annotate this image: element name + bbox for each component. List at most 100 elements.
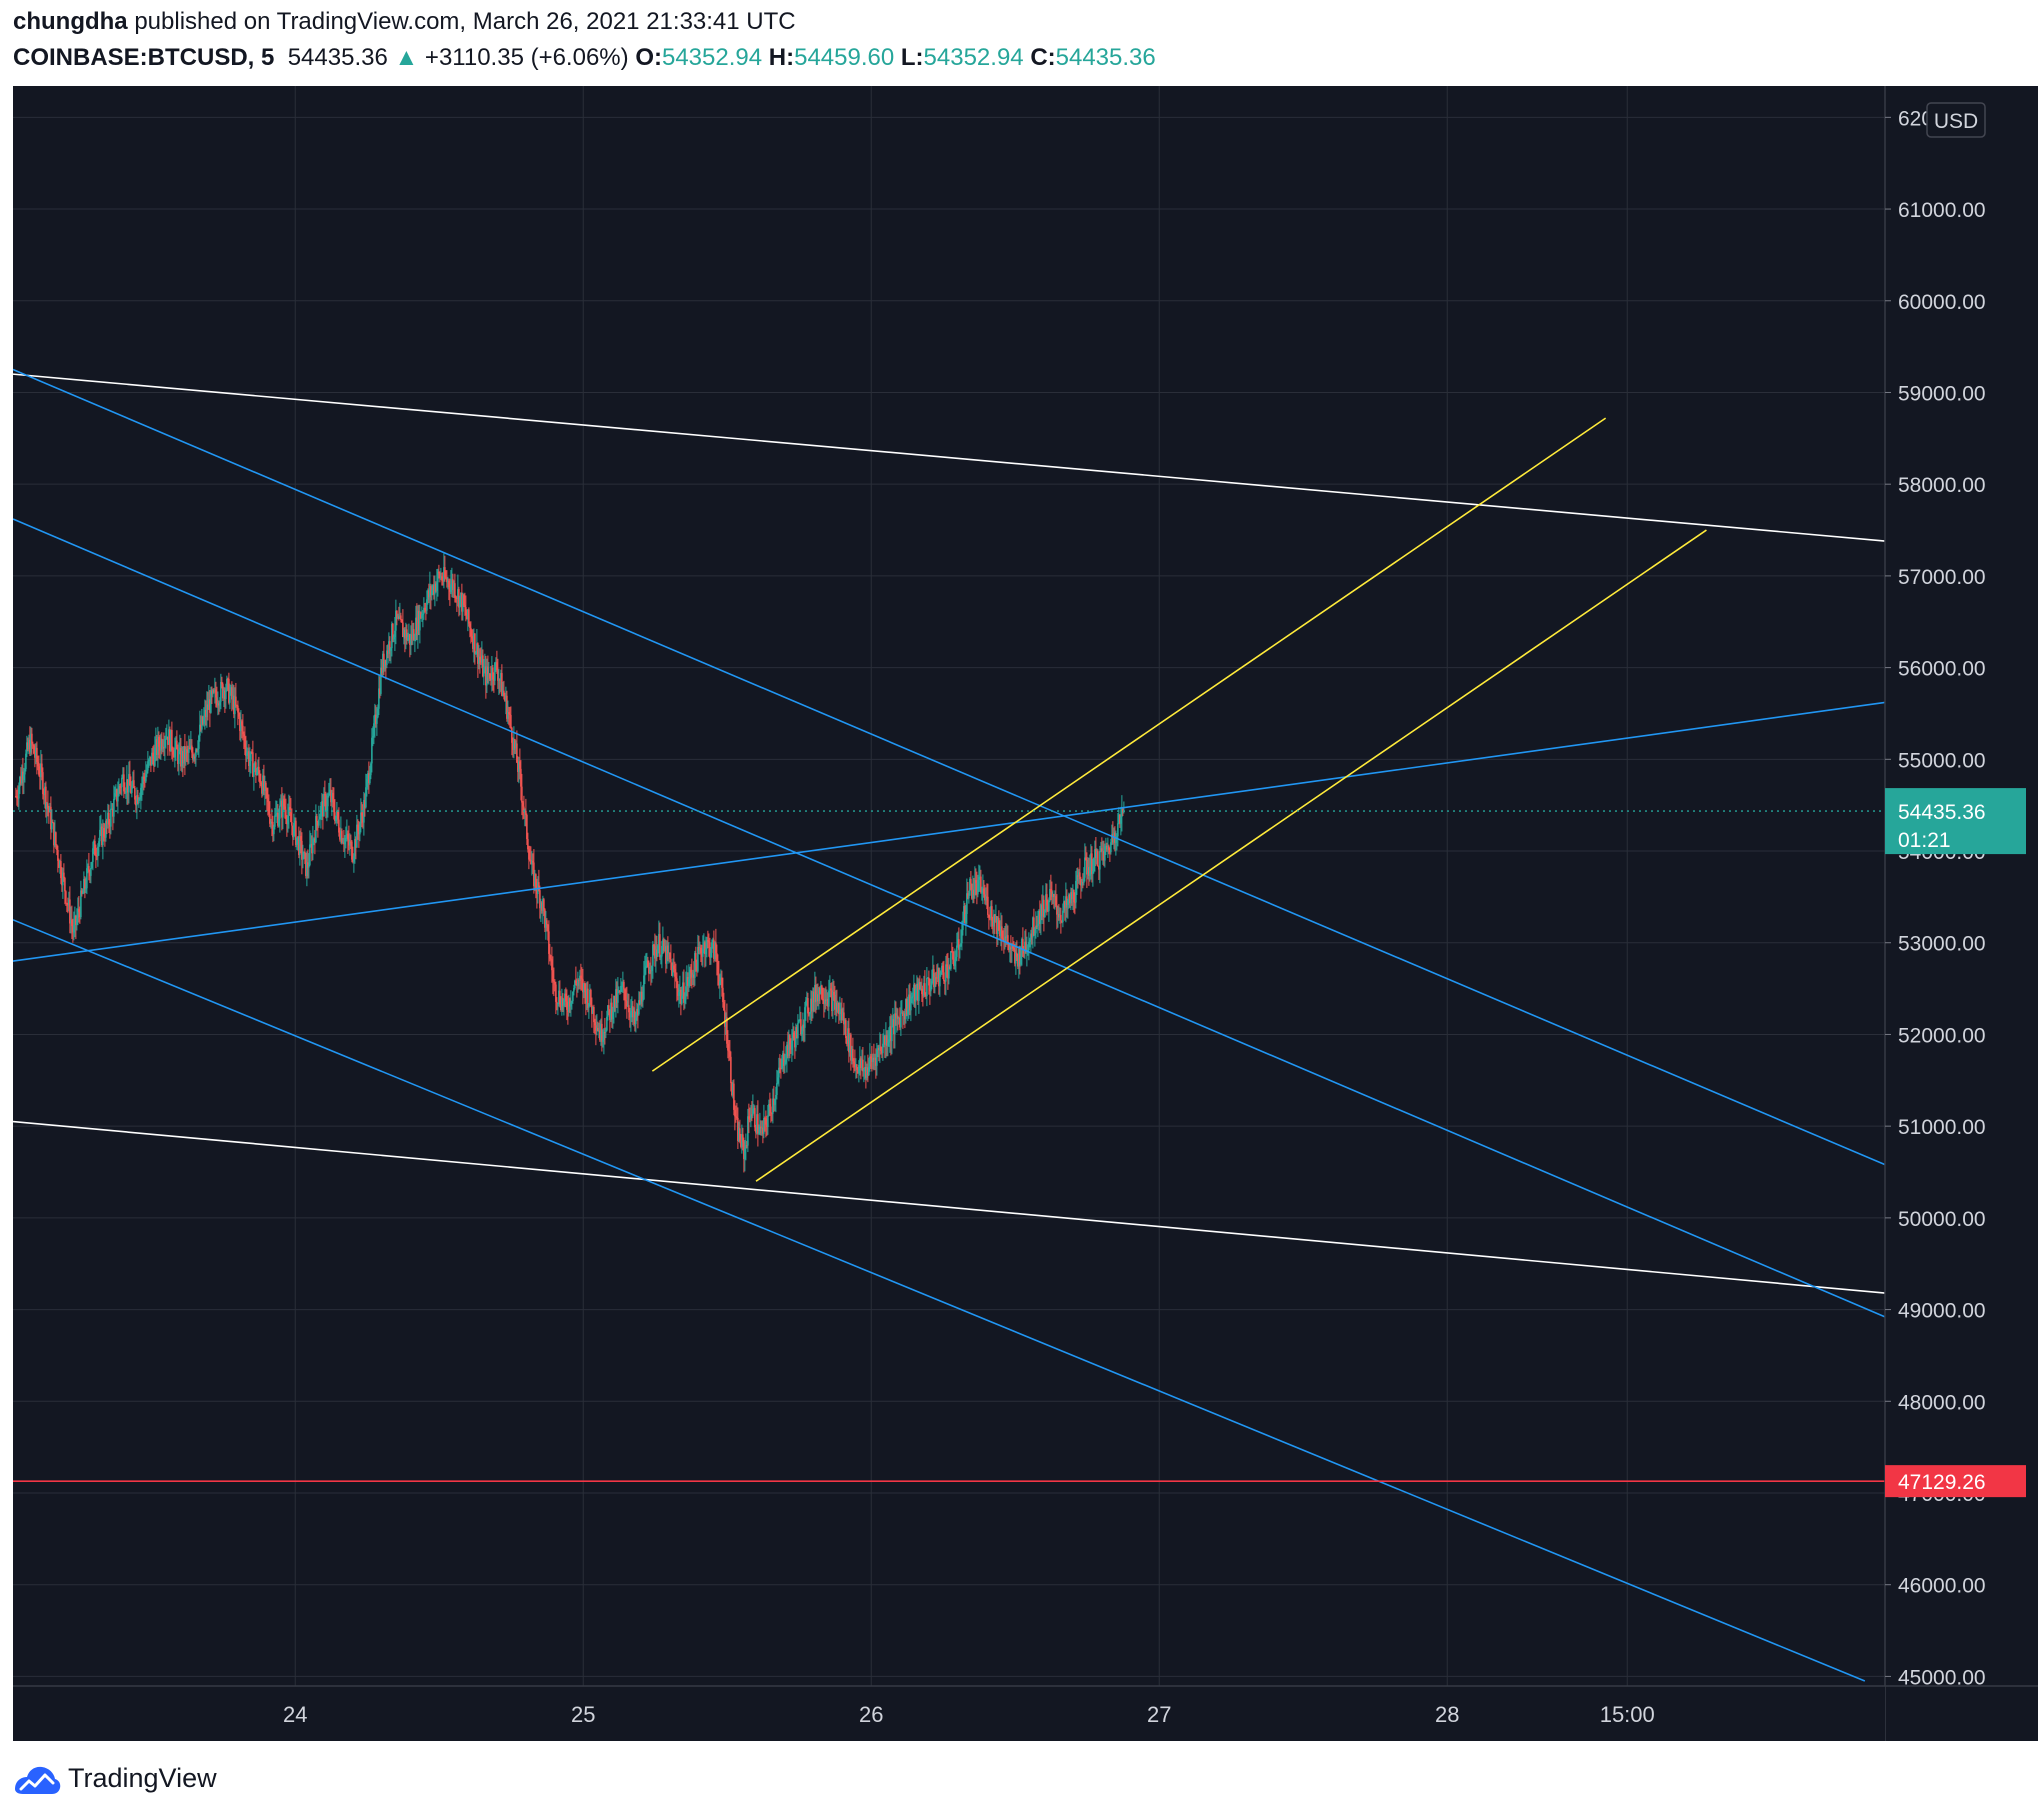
candle-body bbox=[840, 1008, 842, 1012]
candle-body bbox=[373, 723, 375, 736]
candle-body bbox=[182, 751, 184, 764]
candle-body bbox=[978, 877, 980, 880]
candle-body bbox=[76, 917, 78, 925]
candle-body bbox=[964, 906, 966, 923]
candle-body bbox=[64, 877, 66, 892]
candle-body bbox=[1112, 834, 1114, 843]
candle-body bbox=[657, 945, 659, 957]
candle-body bbox=[731, 1082, 733, 1096]
candle-body bbox=[418, 610, 420, 631]
candle-body bbox=[685, 986, 687, 1000]
candle-body bbox=[654, 945, 656, 959]
candle-body bbox=[636, 1008, 638, 1018]
candle-body bbox=[54, 832, 56, 846]
candle-body bbox=[1090, 853, 1092, 867]
trendlines[interactable] bbox=[13, 368, 1886, 1682]
candle-body bbox=[360, 812, 362, 824]
candle-body bbox=[318, 819, 320, 826]
candle-body bbox=[1028, 941, 1030, 951]
price-tick-label: 60000.00 bbox=[1898, 291, 1986, 314]
candle-body bbox=[853, 1061, 855, 1064]
candle-body bbox=[665, 946, 667, 964]
candle-body bbox=[847, 1028, 849, 1045]
candle-body bbox=[909, 994, 911, 1011]
candle-body bbox=[904, 1013, 906, 1020]
candle-body bbox=[940, 971, 942, 975]
candle-body bbox=[767, 1115, 769, 1127]
symbol-name[interactable]: COINBASE:BTCUSD, 5 bbox=[13, 44, 275, 71]
candle-body bbox=[982, 888, 984, 893]
candle-body bbox=[732, 1083, 734, 1096]
candle-body bbox=[546, 920, 548, 925]
candle-body bbox=[263, 775, 265, 791]
candle-body bbox=[92, 848, 94, 863]
author-name[interactable]: chungdha bbox=[13, 8, 128, 35]
candle-body bbox=[116, 789, 118, 802]
candle-body bbox=[979, 876, 981, 878]
candle-body bbox=[352, 859, 354, 862]
candle-body bbox=[80, 890, 82, 918]
candle-body bbox=[686, 977, 688, 987]
candle-body bbox=[97, 846, 99, 857]
candle-body bbox=[718, 975, 720, 986]
candle-body bbox=[545, 920, 547, 928]
candle-body bbox=[457, 589, 459, 599]
candle-body bbox=[739, 1128, 741, 1142]
candle-body bbox=[332, 792, 334, 800]
candle-body bbox=[190, 745, 192, 749]
candle-body bbox=[1016, 952, 1018, 957]
candle-body bbox=[733, 1083, 735, 1110]
candle-body bbox=[881, 1050, 883, 1054]
candle-body bbox=[627, 1005, 629, 1007]
candle-body bbox=[556, 1001, 558, 1004]
candle-body bbox=[344, 838, 346, 845]
candle-body bbox=[300, 836, 302, 841]
candle-body bbox=[937, 968, 939, 978]
candle-body bbox=[917, 983, 919, 1001]
candle-body bbox=[995, 916, 997, 923]
candle-body bbox=[1048, 900, 1050, 912]
candle-body bbox=[776, 1083, 778, 1095]
chart-frame[interactable]: 45000.0046000.0047000.0048000.0049000.00… bbox=[13, 86, 2038, 1741]
candle-body bbox=[262, 775, 264, 794]
time-axis[interactable]: 24 25 26 27 28 15:00 bbox=[13, 1685, 2038, 1741]
candle-body bbox=[997, 918, 999, 934]
candle-body bbox=[201, 716, 203, 730]
candle-body bbox=[167, 736, 169, 745]
candle-body bbox=[641, 991, 643, 1002]
candle-body bbox=[1021, 938, 1023, 957]
candle-body bbox=[734, 1109, 736, 1117]
candle-body bbox=[514, 739, 516, 749]
candle-body bbox=[885, 1035, 887, 1045]
candle-body bbox=[1058, 914, 1060, 918]
candle-body bbox=[61, 878, 63, 886]
candle-body bbox=[858, 1064, 860, 1074]
candle-body bbox=[212, 690, 214, 695]
candle-body bbox=[306, 862, 308, 876]
candle-body bbox=[773, 1098, 775, 1105]
candle-body bbox=[326, 806, 328, 811]
candle-body bbox=[424, 607, 426, 610]
candle-body bbox=[670, 959, 672, 963]
candle-body bbox=[443, 567, 445, 581]
candle-body bbox=[611, 1002, 613, 1020]
chart-canvas[interactable]: 45000.0046000.0047000.0048000.0049000.00… bbox=[13, 86, 2038, 1741]
candle-body bbox=[822, 998, 824, 1001]
candle-body bbox=[374, 714, 376, 724]
candle-body bbox=[752, 1108, 754, 1116]
time-axis-background bbox=[13, 1686, 1885, 1741]
candle-body bbox=[973, 889, 975, 895]
candle-body bbox=[985, 896, 987, 901]
candle-body bbox=[491, 667, 493, 681]
candle-body bbox=[945, 964, 947, 982]
candle-body bbox=[179, 747, 181, 751]
candle-body bbox=[780, 1068, 782, 1070]
tradingview-brand[interactable]: TradingView bbox=[68, 1763, 217, 1793]
candle-body bbox=[43, 794, 45, 796]
tradingview-logo-icon[interactable] bbox=[13, 1761, 61, 1797]
candle-body bbox=[22, 771, 24, 780]
candle-body bbox=[755, 1127, 757, 1133]
candle-body bbox=[668, 952, 670, 954]
candle-body bbox=[912, 995, 914, 997]
candle-body bbox=[527, 839, 529, 850]
